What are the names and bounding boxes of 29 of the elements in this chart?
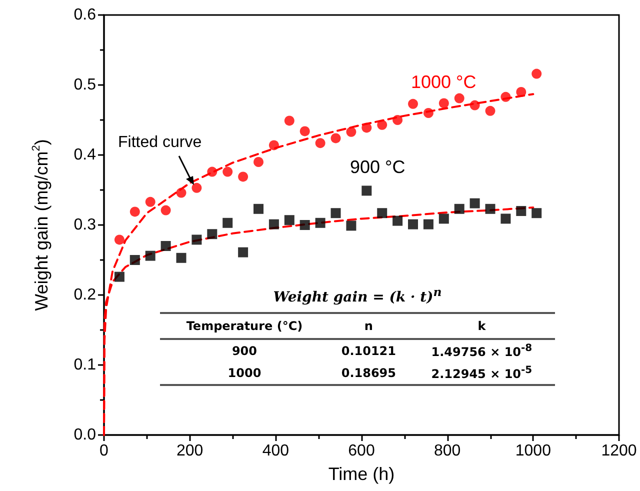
annotation: k [408,312,555,339]
annotation: Temperature (°C) [160,312,329,339]
x-tick-label: 1200 [601,442,637,460]
x-tick-label: 800 [434,442,461,460]
x-tick-label: 400 [262,442,290,460]
annotation: 0.10121 [340,342,397,360]
x-tick-label: 200 [176,442,204,460]
annotation: 1.49756 × 10$^{-8}$ [430,342,534,361]
y-tick-label: 0.2 [74,286,96,304]
series-label: 900 °C [350,157,406,178]
series-label: 1000 °C [411,72,476,93]
annotation: n [328,312,408,339]
x-tick-label: 0 [100,442,109,460]
y-tick-label: 0.6 [74,6,96,24]
y-axis-title: Weight gain (mg/cm2) [30,139,52,311]
annotation: 0.18695 [328,362,408,385]
x-axis-title: Time (h) [328,464,395,484]
annotation: Fitted curve [118,134,202,152]
y-tick-label: 0.0 [74,426,96,444]
y-tick-label: 0.3 [74,216,96,234]
y-tick-label: 0.1 [74,356,96,374]
annotation: 900 [230,342,258,360]
y-tick-label: 0.5 [74,76,96,94]
annotation: 1000 [160,362,329,385]
annotation: Weight gain = (k · t)$^{n}$ [272,285,443,306]
annotation: 2.12945 × 10$^{-5}$ [408,362,555,385]
x-tick-label: 600 [348,442,375,460]
x-tick-label: 1000 [515,442,552,460]
y-tick-label: 0.4 [74,146,96,164]
